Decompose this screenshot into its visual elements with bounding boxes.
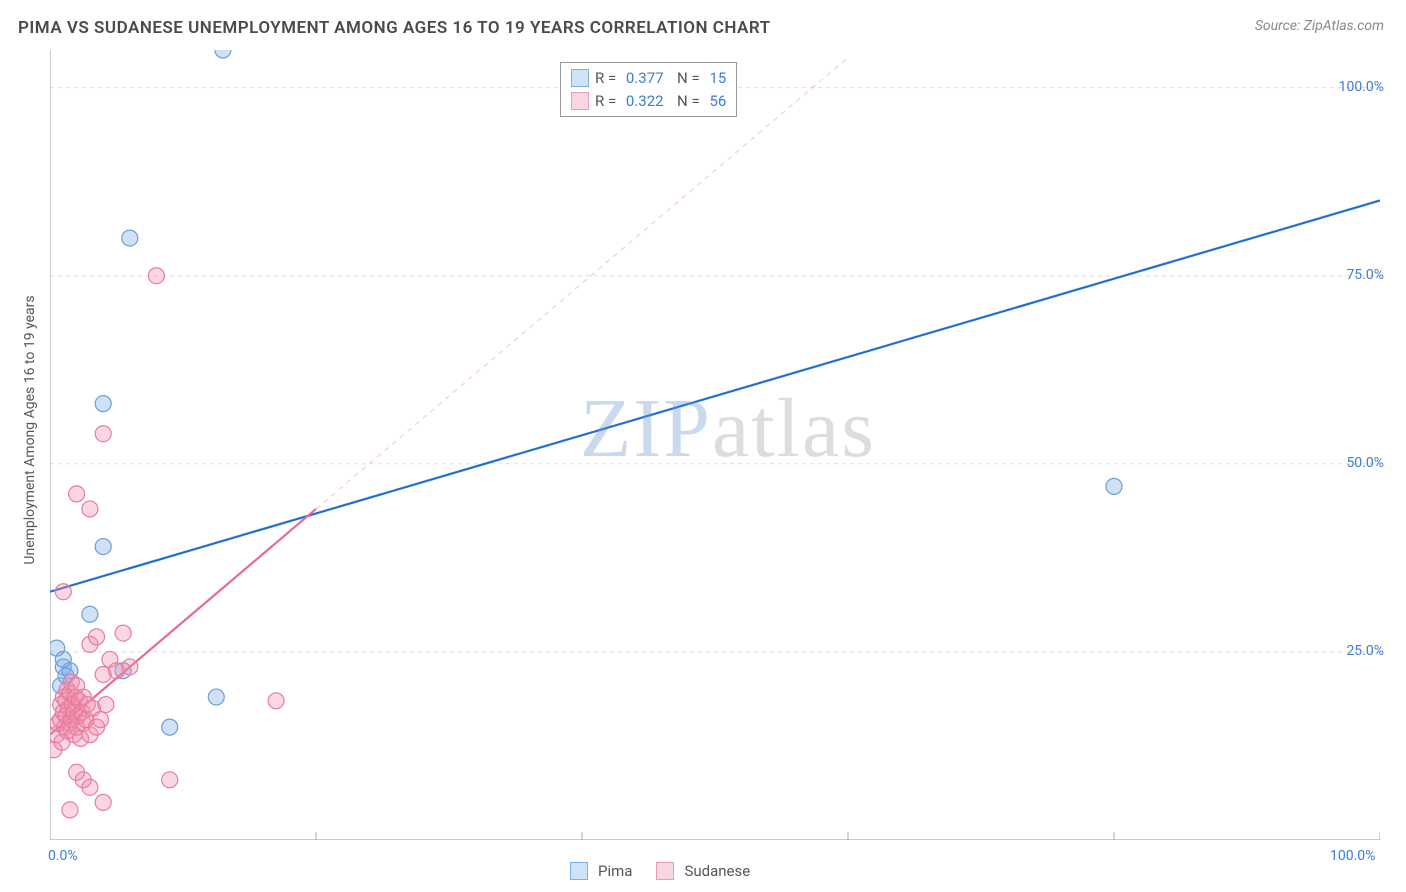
scatter-chart-svg bbox=[50, 50, 1380, 840]
legend-swatch bbox=[656, 862, 674, 880]
legend-series-label: Sudanese bbox=[684, 862, 750, 880]
correlation-legend-box: R = 0.377 N = 15R = 0.322 N = 56 bbox=[560, 62, 737, 117]
r-label: R = bbox=[595, 90, 620, 113]
x-tick-label: 0.0% bbox=[48, 848, 78, 864]
n-value: 15 bbox=[709, 67, 726, 90]
legend-stat-row: R = 0.322 N = 56 bbox=[571, 90, 726, 113]
legend-swatch bbox=[570, 862, 588, 880]
legend-swatch bbox=[571, 92, 589, 110]
r-label: R = bbox=[595, 67, 620, 90]
legend-stat-row: R = 0.377 N = 15 bbox=[571, 67, 726, 90]
plot-area bbox=[50, 50, 1380, 840]
legend-swatch bbox=[571, 69, 589, 87]
source-attribution: Source: ZipAtlas.com bbox=[1255, 18, 1384, 34]
x-tick-label: 100.0% bbox=[1330, 848, 1375, 864]
chart-title: PIMA VS SUDANESE UNEMPLOYMENT AMONG AGES… bbox=[18, 18, 771, 38]
y-axis-label: Unemployment Among Ages 16 to 19 years bbox=[22, 280, 38, 580]
y-tick-label: 75.0% bbox=[1346, 267, 1384, 283]
n-label: N = bbox=[670, 90, 704, 113]
r-value: 0.322 bbox=[626, 90, 664, 113]
y-tick-label: 50.0% bbox=[1346, 455, 1384, 471]
y-tick-label: 25.0% bbox=[1346, 643, 1384, 659]
n-label: N = bbox=[670, 67, 704, 90]
n-value: 56 bbox=[709, 90, 726, 113]
y-tick-label: 100.0% bbox=[1339, 79, 1384, 95]
legend-series-label: Pima bbox=[598, 862, 632, 880]
series-legend: Pima Sudanese bbox=[570, 862, 764, 880]
r-value: 0.377 bbox=[626, 67, 664, 90]
